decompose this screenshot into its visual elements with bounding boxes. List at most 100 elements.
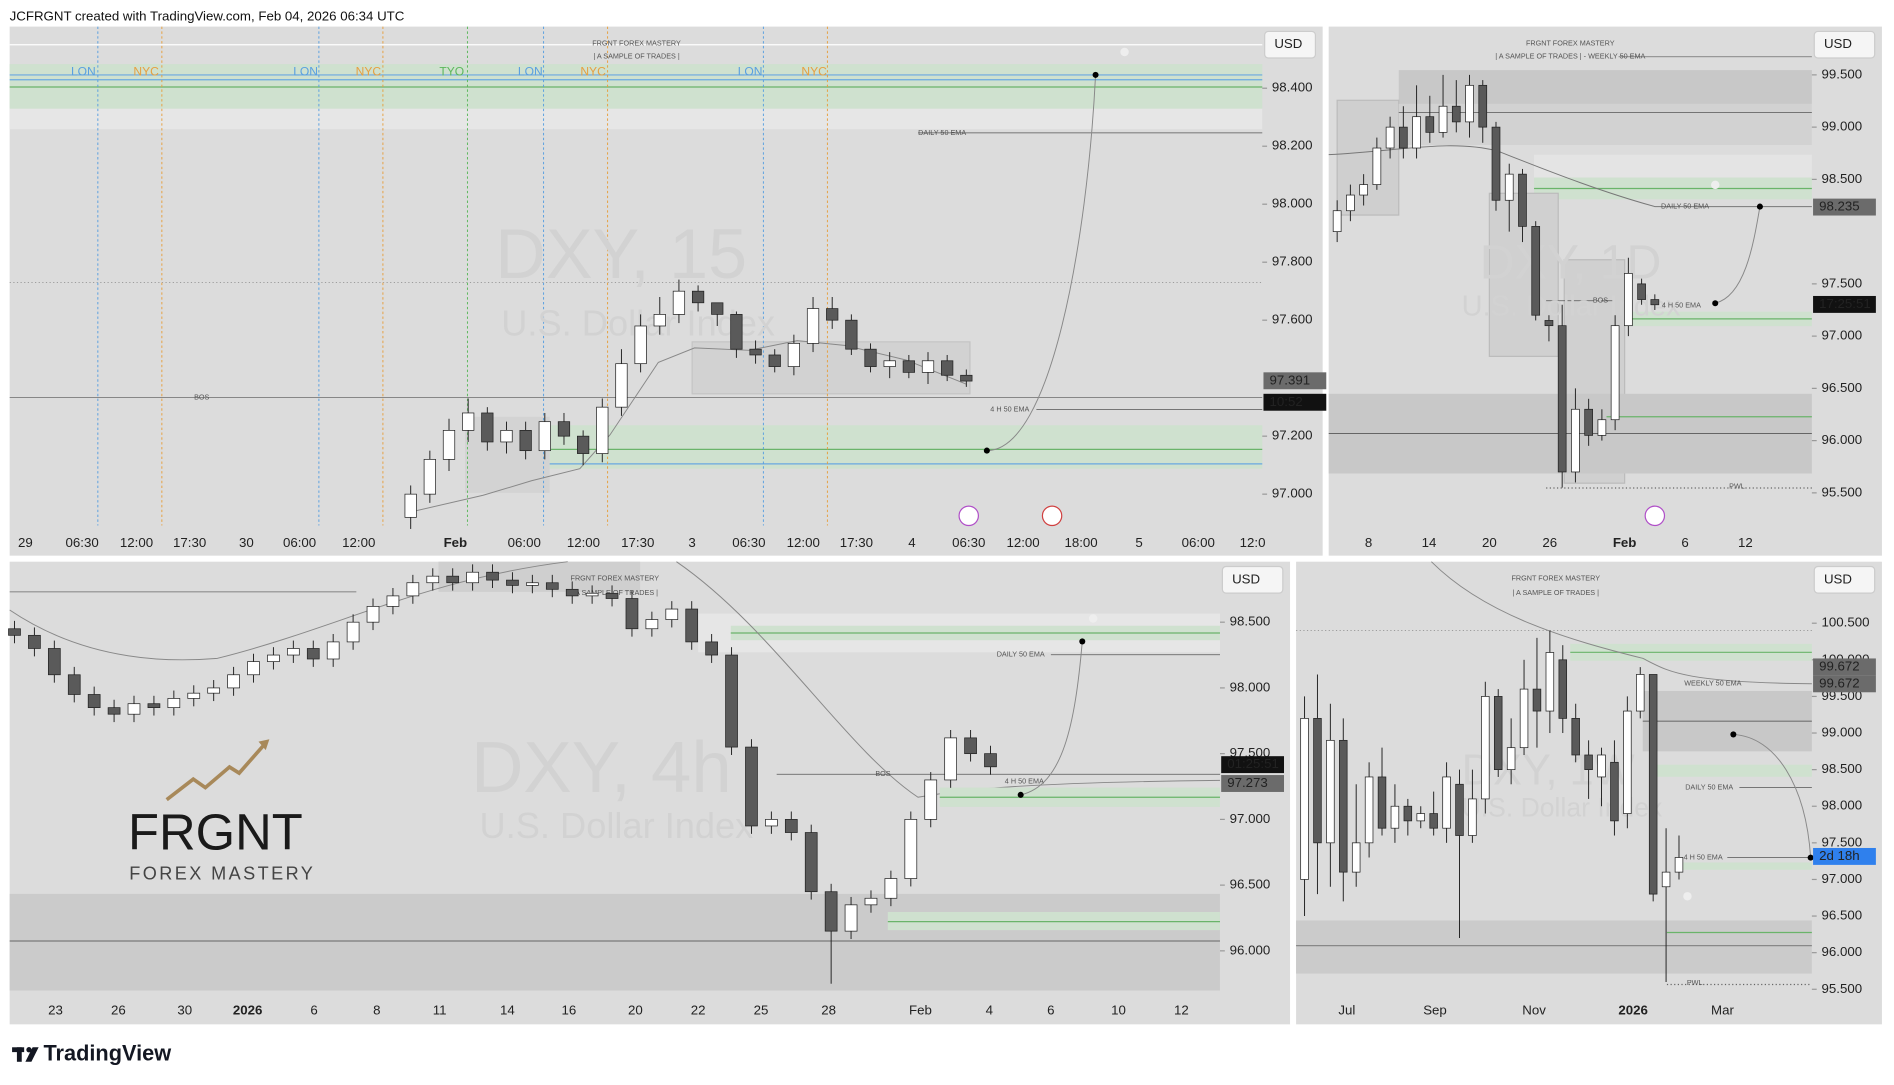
candle-body	[605, 592, 619, 599]
y-tick-label: 96.000	[1822, 432, 1863, 447]
y-tick-label: 96.000	[1230, 942, 1271, 957]
candle-body	[1597, 419, 1607, 436]
candle-body	[653, 314, 666, 327]
y-tick-label: 98.500	[1230, 614, 1271, 629]
candle-body	[883, 360, 896, 367]
y-tick-label: 97.800	[1272, 254, 1313, 269]
x-tick-label: 20	[628, 1003, 643, 1018]
session: LON	[293, 65, 318, 79]
title: FRGNT FOREX MASTERY	[592, 38, 681, 47]
watermark-desc: U.S. Dollar Index	[1462, 291, 1681, 323]
candle-body	[685, 608, 699, 643]
candle-body	[519, 430, 532, 452]
candle-body	[1351, 842, 1361, 873]
x-tick-label: 22	[691, 1003, 706, 1018]
candle-body	[826, 308, 839, 321]
price-label: 97.273	[1227, 775, 1268, 790]
candle-body	[207, 687, 221, 694]
candle-body	[326, 641, 340, 660]
candle-body	[904, 819, 918, 879]
candle-body	[1544, 320, 1554, 327]
y-tick-label: 99.500	[1822, 66, 1863, 81]
y-tick-label: 98.000	[1230, 679, 1271, 694]
currency-box	[1264, 30, 1317, 59]
x-tick-label: 06:30	[952, 535, 985, 550]
x-tick-label: 12:00	[1006, 535, 1039, 550]
subtitle: | A SAMPLE OF TRADES |	[1513, 588, 1600, 597]
candle-body	[1493, 696, 1503, 770]
price-label: 99.672	[1819, 658, 1860, 673]
price-label-box	[1813, 675, 1876, 693]
candle-body	[1584, 408, 1593, 436]
candle-body	[1481, 696, 1490, 800]
candle-body	[1624, 273, 1633, 327]
price-label-box	[1263, 372, 1327, 390]
candle-body	[247, 661, 260, 676]
candle-body	[426, 575, 440, 584]
candle-body	[845, 319, 858, 350]
candle-body	[127, 703, 141, 715]
x-tick-label: 8	[1365, 535, 1372, 550]
candle-body	[1518, 173, 1527, 227]
candle-body	[1455, 783, 1464, 836]
annotation: 4 H 50 EMA	[1662, 301, 1701, 310]
candle-body	[665, 608, 679, 620]
candle-body	[1584, 754, 1593, 770]
annotation: DAILY 50 EMA	[1661, 201, 1709, 210]
candle-body	[645, 619, 659, 630]
candle-body	[1674, 857, 1684, 873]
candle-body	[691, 290, 705, 304]
session: LON	[71, 65, 96, 79]
candle-body	[1504, 173, 1514, 201]
x-tick-label: 12	[1738, 535, 1753, 550]
x-tick-label: 17:30	[173, 535, 206, 550]
candle-body	[1429, 813, 1438, 829]
candle-body	[526, 582, 539, 586]
candle-body	[1339, 739, 1348, 873]
x-tick-label: 10	[1111, 1003, 1126, 1018]
candle-body	[486, 571, 499, 581]
x-tick-label: 30	[177, 1003, 192, 1018]
x-tick-label: 06:30	[66, 535, 99, 550]
x-tick-label: 11	[433, 1003, 447, 1018]
candle-body	[1438, 105, 1448, 133]
decor-1	[9, 26, 1263, 527]
candle-body	[406, 582, 420, 597]
candle-body	[577, 435, 590, 454]
annotation: 4 H 50 EMA	[990, 404, 1029, 413]
candle-body	[1377, 776, 1387, 829]
candle-body	[824, 891, 838, 932]
x-tick-label: 6	[1047, 1003, 1054, 1018]
y-tick-label: 95.500	[1822, 981, 1863, 996]
candle-body	[1332, 210, 1342, 232]
y-tick-label: 98.400	[1272, 80, 1313, 95]
candle-body	[187, 692, 201, 699]
title: FRGNT FOREX MASTERY	[571, 574, 660, 583]
x-tick-label: Sep	[1423, 1003, 1447, 1018]
candle-body	[711, 302, 724, 315]
candle-body	[466, 571, 479, 584]
session: LON	[518, 65, 543, 79]
candle-body	[1364, 776, 1374, 844]
currency-box	[1813, 30, 1876, 59]
candle-body	[1557, 325, 1567, 473]
countdown: 2d 18h	[1819, 848, 1860, 863]
x-tick-label: 12:00	[567, 535, 600, 550]
y-tick-label: 96.500	[1822, 380, 1863, 395]
candle-body	[67, 674, 81, 695]
candle-body	[1532, 688, 1542, 712]
currency-box	[1813, 565, 1876, 594]
x-tick-label: Jul	[1338, 1003, 1355, 1018]
x-tick-label: 06:00	[283, 535, 316, 550]
candle-body	[442, 430, 456, 460]
sessions: LON NYC LON NYC TYO LON NYC LON NYC	[71, 65, 827, 79]
currency: USD	[1274, 36, 1302, 51]
x-tick-label: Feb	[1613, 535, 1637, 550]
annotation: DAILY 50 EMA	[997, 650, 1045, 659]
x-tick-label: 30	[239, 535, 254, 550]
logo-tagline: FOREX MASTERY	[129, 863, 315, 883]
candle-body	[844, 904, 858, 932]
candle-body	[964, 737, 977, 755]
